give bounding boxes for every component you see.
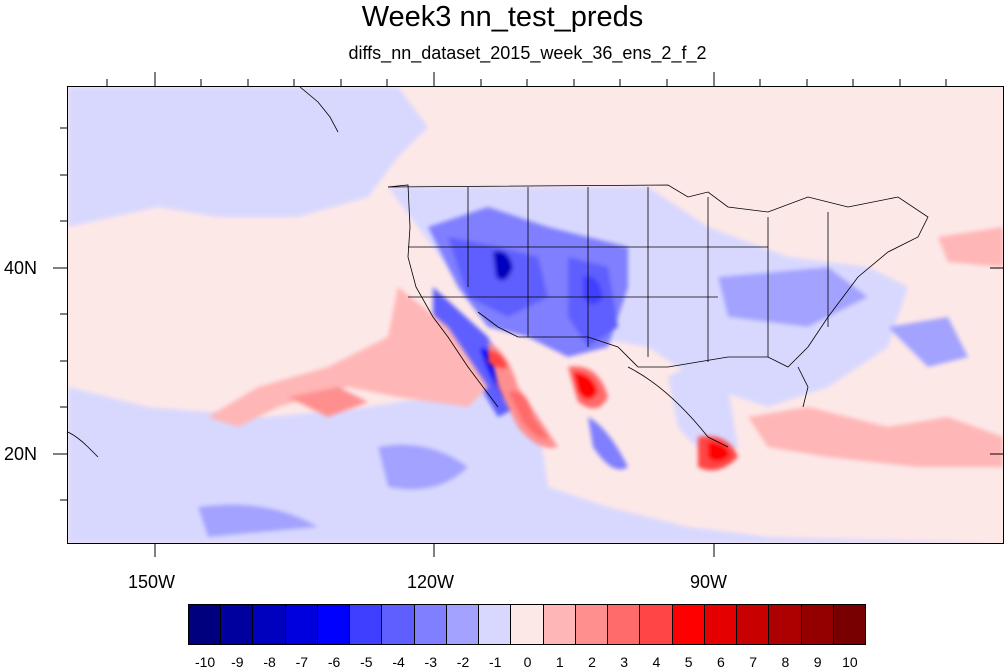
colorbar-swatch: [800, 604, 834, 645]
colorbar-swatch: [574, 604, 609, 645]
coastlines: [68, 87, 929, 458]
lon-label-150w: 150W: [128, 572, 176, 592]
colorbar-label: 2: [588, 654, 596, 670]
colorbar-label: 0: [523, 654, 532, 670]
map-axes: [53, 72, 1003, 557]
colorbar-swatch: [445, 604, 480, 645]
colorbar-swatch: [768, 604, 802, 645]
colorbar-label: 1: [555, 654, 564, 670]
colorbar-swatch: [349, 604, 383, 645]
colorbar-swatch: [381, 604, 415, 645]
positive-anomaly-regions: [208, 227, 1003, 471]
colorbar-label: -1: [489, 654, 502, 670]
lat-label-40n: 40N: [4, 258, 38, 278]
map-panel: [67, 86, 1004, 544]
colorbar-swatch: [188, 604, 222, 645]
colorbar-label: -3: [424, 654, 437, 670]
colorbar-label: 10: [842, 654, 858, 670]
colorbar-swatch: [832, 604, 866, 645]
colorbar-swatch: [703, 604, 738, 645]
colorbar-label: 6: [717, 654, 725, 670]
colorbar-swatch: [413, 604, 447, 645]
colorbar-label: -10: [194, 654, 216, 670]
colorbar-label: 9: [813, 654, 822, 670]
colorbar-label: 7: [749, 654, 758, 670]
colorbar-swatch: [252, 604, 286, 645]
colorbar-swatch: [284, 604, 318, 645]
colorbar-swatch: [671, 604, 705, 645]
colorbar-swatch: [220, 604, 254, 645]
plot-subtitle: diffs_nn_dataset_2015_week_36_ens_2_f_2: [348, 43, 707, 63]
colorbar-swatch: [639, 604, 673, 645]
colorbar-label: 8: [781, 654, 790, 670]
colorbar-swatch: [542, 604, 576, 645]
colorbar-swatch: [607, 604, 641, 645]
lon-label-90w: 90W: [690, 572, 728, 592]
colorbar-label: -9: [231, 654, 244, 670]
colorbar-label: 3: [620, 654, 629, 670]
plot-title: Week3 nn_test_preds: [361, 1, 644, 33]
map-field: [68, 87, 1003, 543]
colorbar-label: 4: [652, 654, 661, 670]
colorbar-label: -8: [263, 654, 276, 670]
lat-label-20n: 20N: [4, 444, 38, 464]
colorbar-label: -6: [327, 654, 341, 670]
axis-ticks: [53, 72, 1003, 557]
colorbar-label: -4: [392, 654, 405, 670]
lon-label-120w: 120W: [407, 572, 455, 592]
colorbar-swatch: [316, 604, 351, 645]
colorbar-label: 5: [684, 654, 693, 670]
colorbar-swatch: [478, 604, 512, 645]
colorbar-label: -7: [295, 654, 309, 670]
colorbar-label: -2: [456, 654, 470, 670]
colorbar-swatch: [736, 604, 770, 645]
colorbar-label: -5: [360, 654, 373, 670]
colorbar-swatch: [510, 604, 544, 645]
